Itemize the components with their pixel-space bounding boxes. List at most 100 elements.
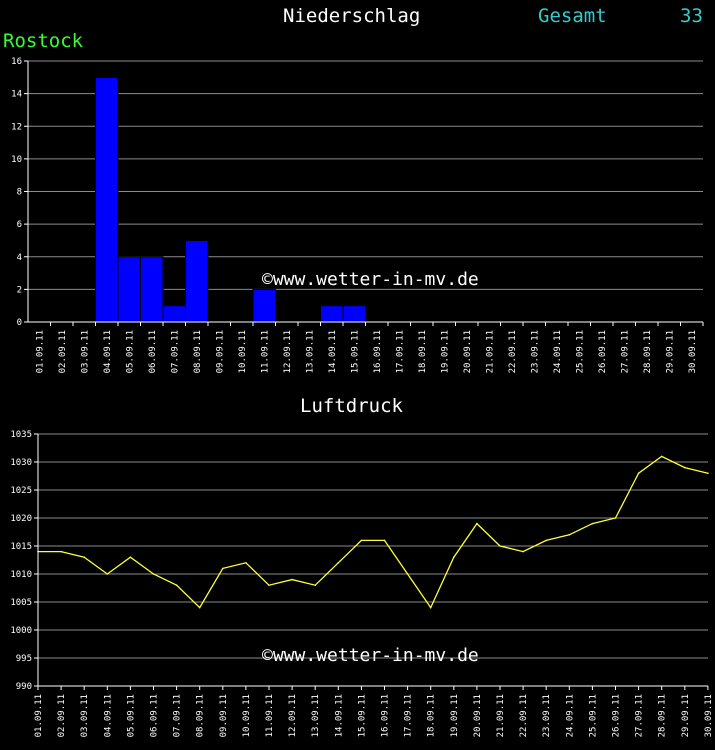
data-point — [660, 455, 663, 458]
y-tick-label: 990 — [16, 682, 32, 692]
data-point — [245, 562, 247, 564]
x-tick-label: 18.09.11 — [418, 330, 428, 373]
x-tick-label: 22.09.11 — [519, 694, 529, 737]
y-tick-label: 0 — [17, 318, 22, 328]
y-tick-label: 12 — [11, 122, 22, 132]
x-tick-label: 15.09.11 — [350, 330, 360, 373]
x-tick-label: 14.09.11 — [334, 694, 344, 737]
x-tick-label: 26.09.11 — [612, 694, 622, 737]
x-tick-label: 11.09.11 — [260, 330, 270, 373]
y-tick-label: 1005 — [10, 598, 32, 608]
x-tick-label: 06.09.11 — [148, 330, 158, 373]
x-tick-label: 20.09.11 — [463, 330, 473, 373]
x-tick-label: 07.09.11 — [170, 330, 180, 373]
data-point — [406, 573, 409, 575]
y-tick-label: 8 — [17, 188, 22, 198]
x-tick-label: 17.09.11 — [395, 330, 405, 373]
x-tick-label: 02.09.11 — [57, 694, 67, 737]
x-tick-label: 09.09.11 — [215, 330, 225, 373]
x-tick-label: 08.09.11 — [196, 694, 206, 737]
y-tick-label: 16 — [11, 57, 22, 67]
y-tick-label: 6 — [17, 220, 22, 230]
x-tick-label: 07.09.11 — [173, 694, 183, 737]
y-tick-label: 14 — [11, 90, 22, 100]
data-point — [152, 573, 155, 575]
x-tick-label: 24.09.11 — [565, 694, 575, 737]
x-tick-label: 03.09.11 — [80, 694, 90, 737]
x-tick-label: 23.09.11 — [530, 330, 540, 373]
data-point — [476, 522, 478, 525]
x-tick-label: 30.09.11 — [688, 330, 698, 373]
data-point — [198, 606, 201, 609]
data-point — [707, 472, 709, 475]
data-point — [522, 550, 524, 553]
data-point — [222, 567, 224, 570]
data-point — [175, 584, 178, 586]
x-tick-label: 27.09.11 — [635, 694, 645, 737]
data-point — [684, 466, 686, 469]
data-point — [614, 517, 617, 519]
y-tick-label: 1015 — [10, 542, 32, 552]
x-tick-label: 24.09.11 — [553, 330, 563, 373]
data-point — [268, 584, 270, 586]
data-point — [637, 472, 640, 475]
y-tick-label: 10 — [11, 155, 22, 165]
x-tick-label: 26.09.11 — [598, 330, 608, 373]
data-point — [591, 522, 594, 525]
x-tick-label: 08.09.11 — [193, 330, 203, 373]
data-point — [453, 556, 455, 558]
y-tick-label: 1010 — [10, 570, 32, 580]
watermark: ©www.wetter-in-mv.de — [262, 269, 479, 290]
chart-title-precipitation: Niederschlag — [283, 5, 421, 27]
x-tick-label: 29.09.11 — [665, 330, 675, 373]
x-tick-label: 30.09.11 — [704, 694, 714, 737]
precipitation-chart: 0 2 4 6 8 10 12 14 16 01.09.11 02.09.11 03.09.11 04.… — [11, 57, 704, 373]
x-tick-label: 20.09.11 — [473, 694, 483, 737]
y-tick-label: 1000 — [10, 626, 32, 636]
data-point — [83, 556, 85, 558]
x-tick-label: 14.09.11 — [328, 330, 338, 373]
x-tick-label: 04.09.11 — [103, 330, 113, 373]
data-point — [383, 539, 386, 542]
x-tick-label: 12.09.11 — [283, 330, 293, 373]
y-tick-label: 4 — [17, 253, 22, 263]
y-tick-label: 2 — [17, 285, 22, 295]
x-tick-label: 19.09.11 — [440, 330, 450, 373]
x-tick-label: 25.09.11 — [575, 330, 585, 373]
y-tick-label: 995 — [16, 654, 32, 664]
data-point — [499, 545, 501, 547]
y-tick-label: 1035 — [10, 430, 32, 440]
y-tick-label: 1025 — [10, 486, 32, 496]
data-point — [106, 573, 109, 575]
x-tick-label: 05.09.11 — [125, 330, 135, 373]
x-tick-label: 28.09.11 — [643, 330, 653, 373]
x-tick-label: 03.09.11 — [80, 330, 90, 373]
x-tick-label: 09.09.11 — [219, 694, 229, 737]
x-tick-label: 13.09.11 — [311, 694, 321, 737]
data-point — [314, 584, 317, 586]
x-tick-label: 15.09.11 — [357, 694, 367, 737]
x-tick-label: 10.09.11 — [238, 330, 248, 373]
x-tick-label: 02.09.11 — [58, 330, 68, 373]
x-tick-label: 16.09.11 — [373, 330, 383, 373]
data-point — [291, 578, 293, 581]
x-tick-label: 13.09.11 — [305, 330, 315, 373]
watermark: ©www.wetter-in-mv.de — [262, 645, 479, 666]
x-tick-label: 11.09.11 — [265, 694, 275, 737]
data-point — [545, 539, 547, 542]
x-tick-label: 22.09.11 — [508, 330, 518, 373]
x-tick-label: 27.09.11 — [620, 330, 630, 373]
x-tick-label: 19.09.11 — [450, 694, 460, 737]
x-tick-label: 10.09.11 — [242, 694, 252, 737]
x-tick-label: 12.09.11 — [288, 694, 298, 737]
x-tick-label: 25.09.11 — [588, 694, 598, 737]
x-tick-label: 01.09.11 — [34, 694, 44, 737]
x-tick-label: 28.09.11 — [658, 694, 668, 737]
y-tick-label: 1020 — [10, 514, 32, 524]
x-tick-label: 17.09.11 — [404, 694, 414, 737]
y-tick-label: 1030 — [10, 458, 32, 468]
x-tick-label: 21.09.11 — [485, 330, 495, 373]
x-tick-label: 05.09.11 — [126, 694, 136, 737]
total-value: 33 — [680, 5, 703, 27]
